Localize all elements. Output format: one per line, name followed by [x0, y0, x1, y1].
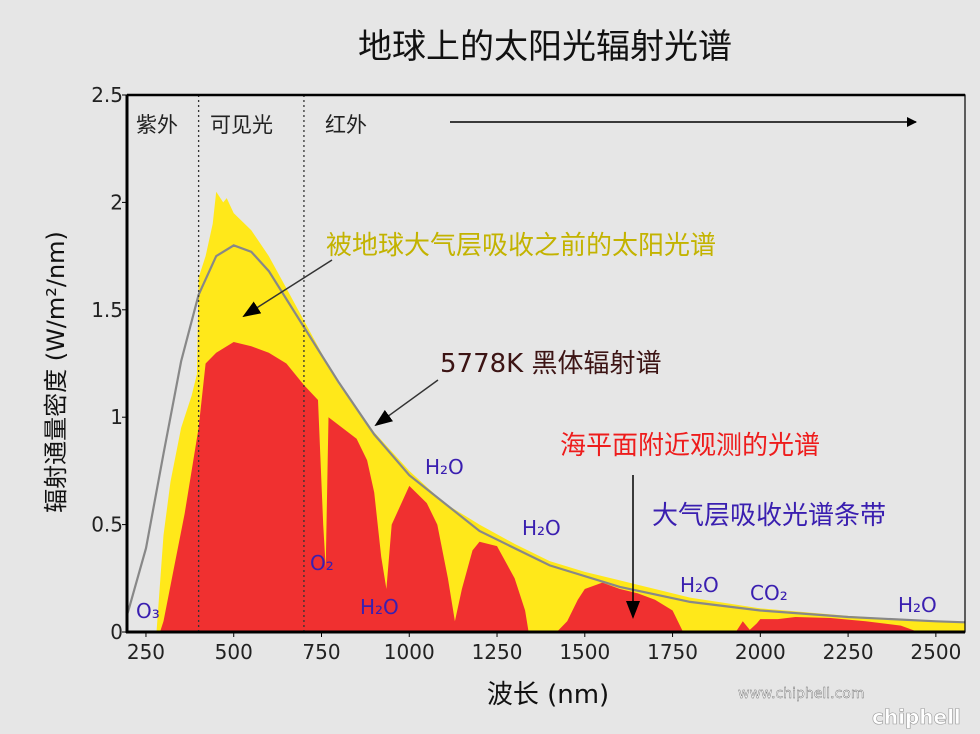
x-tick-label: 2250	[823, 640, 874, 664]
annotation-toa: 被地球大气层吸收之前的太阳光谱	[326, 231, 716, 261]
watermark-logo: chiphell	[872, 705, 961, 729]
absorber-h2o-1900: H₂O	[680, 573, 719, 597]
absorber-co2: CO₂	[750, 581, 788, 605]
region-label-infrared: 红外	[325, 113, 367, 137]
x-axis-label: 波长 (nm)	[487, 680, 609, 710]
x-tick-label: 2000	[735, 640, 786, 664]
blackbody-arrow	[374, 379, 439, 427]
annotation-blackbody: 5778K 黑体辐射谱	[440, 349, 661, 379]
x-tick-label: 250	[127, 640, 165, 664]
x-tick-label: 1250	[472, 640, 523, 664]
y-tick-label: 0.5	[91, 513, 123, 537]
absorber-o3: O₃	[136, 599, 160, 623]
series-line-blackbody	[125, 244, 966, 624]
x-tick-label: 1000	[384, 640, 435, 664]
toa-arrow	[242, 259, 333, 318]
x-tick-label: 500	[215, 640, 253, 664]
annotation-sea-level: 海平面附近观测的光谱	[560, 431, 820, 461]
absorber-h2o-1400: H₂O	[522, 516, 561, 540]
series-layer	[125, 191, 966, 632]
y-tick-label: 2.5	[91, 83, 123, 107]
watermark-url: www.chiphell.com	[738, 686, 864, 702]
axes-layer: 250 500 750 1000 1250 1500 1750 2000 2250 2500 0 0.…	[91, 83, 966, 664]
y-tick-label: 1	[110, 405, 123, 429]
absorber-h2o-2500: H₂O	[898, 593, 937, 617]
absorber-h2o-1100: H₂O	[425, 455, 464, 479]
y-tick-label: 0	[110, 620, 123, 644]
x-tick-label: 1500	[559, 640, 610, 664]
y-tick-label: 2	[110, 190, 123, 214]
chart-title: 地球上的太阳光辐射光谱	[358, 27, 732, 67]
annotation-bands: 大气层吸收光谱条带	[652, 501, 886, 531]
region-label-uv: 紫外	[136, 113, 178, 137]
y-tick-label: 1.5	[91, 298, 123, 322]
absorber-o2: O₂	[310, 551, 334, 575]
x-tick-label: 750	[302, 640, 340, 664]
y-axis-label: 辐射通量密度 (W/m²/nm)	[42, 231, 70, 513]
series-area-sea-level	[160, 342, 919, 632]
region-label-visible: 可见光	[210, 113, 273, 137]
x-tick-label: 2500	[910, 640, 961, 664]
absorber-h2o-940: H₂O	[360, 595, 399, 619]
x-tick-label: 1750	[647, 640, 698, 664]
